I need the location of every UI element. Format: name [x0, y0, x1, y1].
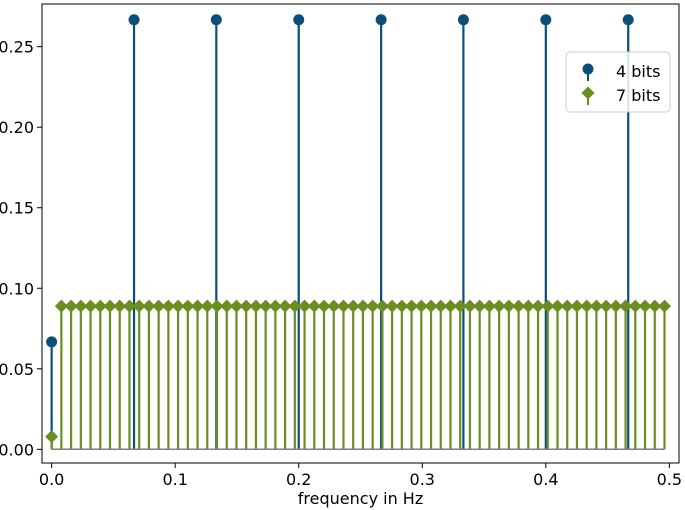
marker-7bits [336, 299, 350, 313]
marker-7bits [405, 299, 419, 313]
marker-4bits [128, 14, 140, 26]
stems-layer [45, 14, 671, 451]
marker-7bits [54, 299, 68, 313]
marker-7bits [638, 299, 652, 313]
marker-7bits [560, 299, 574, 313]
marker-7bits [541, 299, 555, 313]
marker-7bits [317, 299, 331, 313]
marker-7bits [45, 430, 59, 444]
x-tick-label: 0.1 [162, 470, 187, 489]
x-axis-title: frequency in Hz [298, 489, 423, 508]
y-tick-label: 0.05 [0, 360, 34, 379]
marker-7bits [171, 299, 185, 313]
marker-7bits [521, 299, 535, 313]
marker-7bits [657, 299, 671, 313]
axis-ticks: 0.0 0.1 0.2 0.3 0.4 0.5 0.00 0.05 0.10 0.15 0.20 0.… [0, 38, 682, 489]
y-tick-label: 0.15 [0, 199, 34, 218]
marker-7bits [434, 299, 448, 313]
marker-7bits [366, 299, 380, 313]
marker-7bits [181, 299, 195, 313]
legend-label-7bits: 7 bits [616, 86, 660, 105]
marker-7bits [113, 299, 127, 313]
marker-7bits [200, 299, 214, 313]
marker-7bits [249, 299, 263, 313]
marker-7bits [609, 299, 623, 313]
marker-4bits [540, 14, 552, 26]
marker-7bits [239, 299, 253, 313]
marker-7bits [502, 299, 516, 313]
marker-7bits [268, 299, 282, 313]
marker-7bits [191, 299, 205, 313]
legend: 4 bits 7 bits [565, 51, 671, 113]
marker-7bits [599, 299, 613, 313]
x-tick-label: 0.2 [286, 470, 311, 489]
legend-marker-4bits [582, 63, 594, 75]
marker-4bits [622, 14, 634, 26]
marker-7bits [473, 299, 487, 313]
y-tick-label: 0.20 [0, 118, 34, 137]
marker-7bits [103, 299, 117, 313]
marker-7bits [356, 299, 370, 313]
marker-4bits [46, 336, 58, 348]
marker-7bits [298, 299, 312, 313]
marker-7bits [443, 299, 457, 313]
marker-7bits [122, 299, 136, 313]
marker-7bits [93, 299, 107, 313]
marker-7bits [628, 299, 642, 313]
y-tick-label: 0.00 [0, 440, 34, 459]
marker-7bits [161, 299, 175, 313]
marker-7bits [74, 299, 88, 313]
marker-7bits [229, 299, 243, 313]
marker-7bits [482, 299, 496, 313]
marker-7bits [395, 299, 409, 313]
marker-7bits [492, 299, 506, 313]
marker-7bits [152, 299, 166, 313]
marker-7bits [278, 299, 292, 313]
marker-7bits [589, 299, 603, 313]
x-tick-label: 0.5 [657, 470, 682, 489]
marker-7bits [142, 299, 156, 313]
marker-7bits [385, 299, 399, 313]
marker-4bits [457, 14, 469, 26]
marker-4bits [293, 14, 305, 26]
plot-frame [41, 3, 680, 464]
marker-7bits [288, 299, 302, 313]
marker-7bits [424, 299, 438, 313]
marker-7bits [453, 299, 467, 313]
marker-7bits [580, 299, 594, 313]
marker-7bits [414, 299, 428, 313]
marker-7bits [346, 299, 360, 313]
marker-4bits [210, 14, 222, 26]
marker-7bits [307, 299, 321, 313]
y-tick-label: 0.25 [0, 38, 34, 57]
marker-7bits [132, 299, 146, 313]
x-tick-label: 0.3 [410, 470, 435, 489]
x-tick-label: 0.0 [39, 470, 64, 489]
marker-7bits [259, 299, 273, 313]
marker-7bits [648, 299, 662, 313]
marker-7bits [375, 299, 389, 313]
marker-4bits [375, 14, 387, 26]
y-tick-label: 0.10 [0, 279, 34, 298]
marker-7bits [550, 299, 564, 313]
legend-marker-7bits [581, 86, 595, 100]
marker-7bits [210, 299, 224, 313]
marker-7bits [84, 299, 98, 313]
marker-7bits [619, 299, 633, 313]
legend-label-4bits: 4 bits [616, 62, 660, 81]
marker-7bits [220, 299, 234, 313]
marker-7bits [570, 299, 584, 313]
marker-7bits [327, 299, 341, 313]
x-tick-label: 0.4 [533, 470, 558, 489]
marker-7bits [463, 299, 477, 313]
marker-7bits [64, 299, 78, 313]
marker-7bits [531, 299, 545, 313]
marker-7bits [512, 299, 526, 313]
